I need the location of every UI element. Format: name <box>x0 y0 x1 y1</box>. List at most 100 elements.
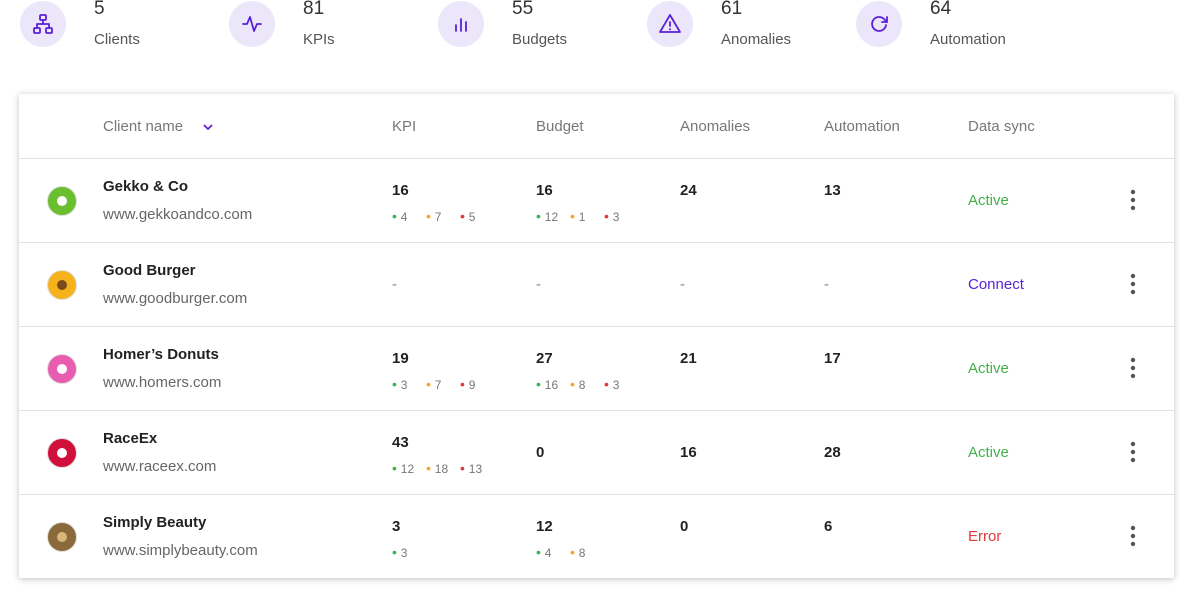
stat-label: Budgets <box>512 31 568 48</box>
row-menu[interactable] <box>1125 524 1141 548</box>
client-name[interactable]: Homer’s Donuts <box>103 346 219 363</box>
row-menu[interactable] <box>1125 356 1141 380</box>
column-header: Anomalies <box>680 118 751 135</box>
breakdown-count: 16 <box>544 378 559 392</box>
stat-value: 61 <box>721 0 743 19</box>
kpi-value: 43 <box>392 434 409 451</box>
sync-status: Active <box>968 192 1009 209</box>
breakdown-count: 3 <box>400 546 408 560</box>
column-header: Automation <box>824 118 900 135</box>
client-url: www.goodburger.com <box>103 290 248 307</box>
budget-breakdown: • 4 <box>536 544 552 560</box>
breakdown-count: 5 <box>468 210 476 224</box>
clients-table: Client name KPI Budget Anomalies Automation D… <box>19 94 1174 578</box>
anomalies-value: 16 <box>680 444 697 461</box>
anomalies-value: 24 <box>680 182 697 199</box>
kpi-breakdown: • 3 <box>392 544 408 560</box>
client-logo <box>47 270 77 300</box>
budget-value: 27 <box>536 350 553 367</box>
automation-value: - <box>824 276 829 293</box>
budget-breakdown: • 3 <box>604 208 620 224</box>
kpi-breakdown: • 7 <box>426 376 442 392</box>
breakdown-count: 4 <box>544 546 552 560</box>
stat-label: Anomalies <box>721 31 792 48</box>
column-header: Data sync <box>968 118 1035 135</box>
column-header: Budget <box>536 118 584 135</box>
anomalies-value: 21 <box>680 350 697 367</box>
row-menu[interactable] <box>1125 188 1141 212</box>
sync-status: Active <box>968 444 1009 461</box>
kpi-value: 16 <box>392 182 409 199</box>
anomalies-value: 0 <box>680 518 689 535</box>
kpi-value: 19 <box>392 350 409 367</box>
breakdown-count: 7 <box>434 378 442 392</box>
row-divider <box>19 158 1174 159</box>
stat-value: 81 <box>303 0 325 19</box>
column-header: KPI <box>392 118 417 135</box>
budget-breakdown: • 16 <box>536 376 559 392</box>
row-divider <box>19 494 1174 495</box>
budget-breakdown: • 1 <box>570 208 586 224</box>
automation-value: 13 <box>824 182 841 199</box>
client-name[interactable]: Gekko & Co <box>103 178 189 195</box>
breakdown-count: 4 <box>400 210 408 224</box>
kpi-value: - <box>392 276 397 293</box>
stat-label: KPIs <box>303 31 335 48</box>
automation-value: 6 <box>824 518 833 535</box>
stat-value: 64 <box>930 0 952 19</box>
sort-icon[interactable] <box>201 120 215 139</box>
row-divider <box>19 242 1174 243</box>
kpi-breakdown: • 3 <box>392 376 408 392</box>
breakdown-count: 3 <box>612 210 620 224</box>
breakdown-count: 3 <box>400 378 408 392</box>
budget-value: 12 <box>536 518 553 535</box>
client-logo <box>47 186 77 216</box>
budget-value: 16 <box>536 182 553 199</box>
client-name[interactable]: Simply Beauty <box>103 514 207 531</box>
stat-value: 55 <box>512 0 534 19</box>
stat-icon <box>856 1 902 47</box>
breakdown-count: 8 <box>578 546 586 560</box>
stat-icon <box>229 1 275 47</box>
budget-breakdown: • 3 <box>604 376 620 392</box>
automation-value: 28 <box>824 444 841 461</box>
kpi-value: 3 <box>392 518 401 535</box>
budget-breakdown: • 8 <box>570 544 586 560</box>
client-logo <box>47 354 77 384</box>
client-logo <box>47 522 77 552</box>
breakdown-count: 13 <box>468 462 483 476</box>
row-menu[interactable] <box>1125 440 1141 464</box>
column-header[interactable]: Client name <box>103 118 184 135</box>
breakdown-count: 12 <box>400 462 415 476</box>
client-url: www.homers.com <box>103 374 222 391</box>
row-divider <box>19 326 1174 327</box>
kpi-breakdown: • 13 <box>460 460 483 476</box>
client-name[interactable]: Good Burger <box>103 262 196 279</box>
anomalies-value: - <box>680 276 685 293</box>
kpi-breakdown: • 18 <box>426 460 449 476</box>
breakdown-count: 18 <box>434 462 449 476</box>
client-logo <box>47 438 77 468</box>
stat-icon <box>438 1 484 47</box>
automation-value: 17 <box>824 350 841 367</box>
kpi-breakdown: • 7 <box>426 208 442 224</box>
client-url: www.simplybeauty.com <box>103 542 258 559</box>
sync-status: Error <box>968 528 1002 545</box>
sync-status[interactable]: Connect <box>968 276 1024 293</box>
kpi-breakdown: • 9 <box>460 376 476 392</box>
breakdown-count: 8 <box>578 378 586 392</box>
client-name[interactable]: RaceEx <box>103 430 158 447</box>
row-divider <box>19 410 1174 411</box>
breakdown-count: 1 <box>578 210 586 224</box>
stat-label: Automation <box>930 31 1006 48</box>
breakdown-count: 9 <box>468 378 476 392</box>
budget-breakdown: • 12 <box>536 208 559 224</box>
breakdown-count: 3 <box>612 378 620 392</box>
kpi-breakdown: • 4 <box>392 208 408 224</box>
client-url: www.gekkoandco.com <box>103 206 253 223</box>
sync-status: Active <box>968 360 1009 377</box>
stat-icon <box>647 1 693 47</box>
row-menu[interactable] <box>1125 272 1141 296</box>
stat-label: Clients <box>94 31 140 48</box>
